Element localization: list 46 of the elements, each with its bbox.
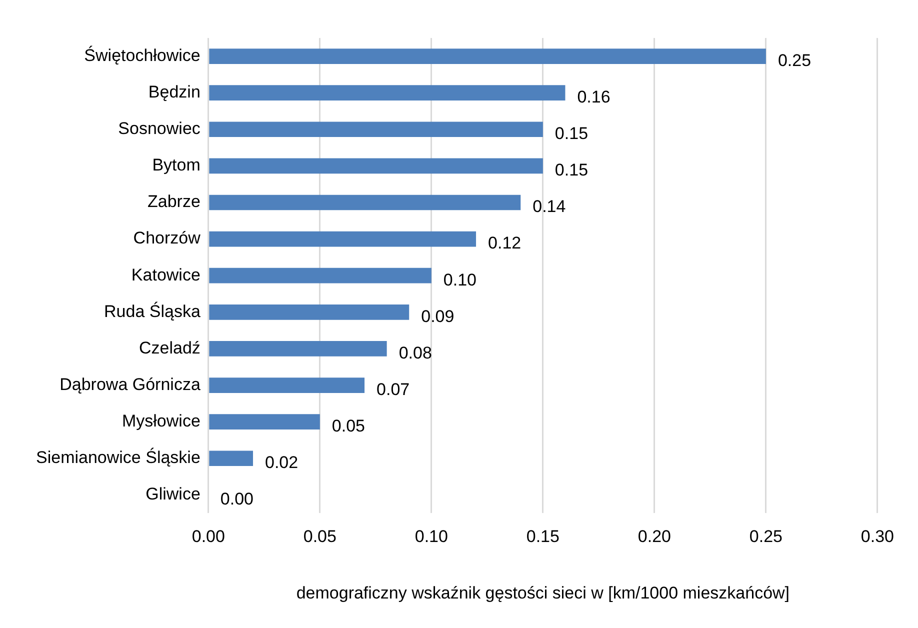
bar [209,268,432,284]
y-tick-label: Sosnowiec [118,119,201,138]
y-tick-label: Czeladź [138,338,200,358]
x-tick-label: 0.00 [192,527,225,546]
data-label: 0.12 [488,234,522,253]
data-label: 0.05 [332,416,366,436]
y-tick-label: Świętochłowice [84,44,200,65]
y-tick-label: Siemianowice Śląskie [36,447,200,468]
y-tick-label: Chorzów [133,228,202,248]
x-axis-title: demograficzny wskaźnik gęstości sieci w [km/1000 mieszkańców] [296,583,790,602]
x-tick-label: 0.20 [638,527,671,546]
bar [209,122,543,138]
bar [209,231,476,247]
data-label: 0.02 [265,453,298,472]
data-label: 0.07 [376,380,410,399]
bar [209,158,543,174]
x-tick-label: 0.15 [526,527,560,546]
bar [209,414,320,430]
data-label: 0.15 [554,160,588,180]
y-tick-label: Dąbrowa Górnicza [60,374,201,394]
data-label: 0.09 [421,306,454,326]
y-tick-label: Zabrze [147,192,200,212]
data-label: 0.10 [443,270,477,290]
x-tick-label: 0.10 [414,527,448,546]
y-tick-label: Ruda Śląska [104,300,201,321]
data-label: 0.25 [778,50,812,70]
data-label: 0.15 [554,124,588,144]
bar [209,304,410,320]
y-tick-label: Gliwice [146,484,200,504]
bar [209,48,766,64]
x-tick-label: 0.05 [303,527,336,546]
bar [209,450,254,466]
data-label: 0.08 [398,343,432,362]
bar [209,378,365,393]
data-label: 0.14 [532,197,566,216]
x-tick-label: 0.25 [749,527,782,546]
y-tick-label: Bytom [152,156,200,175]
x-tick-label: 0.30 [860,527,894,546]
data-label: 0.00 [220,490,254,509]
bar [209,194,521,210]
data-label: 0.16 [577,88,610,107]
bar [209,85,566,101]
y-tick-label: Będzin [148,82,200,102]
y-tick-label: Katowice [131,265,200,284]
y-tick-label: Mysłowice [122,412,200,431]
bar [209,341,387,356]
